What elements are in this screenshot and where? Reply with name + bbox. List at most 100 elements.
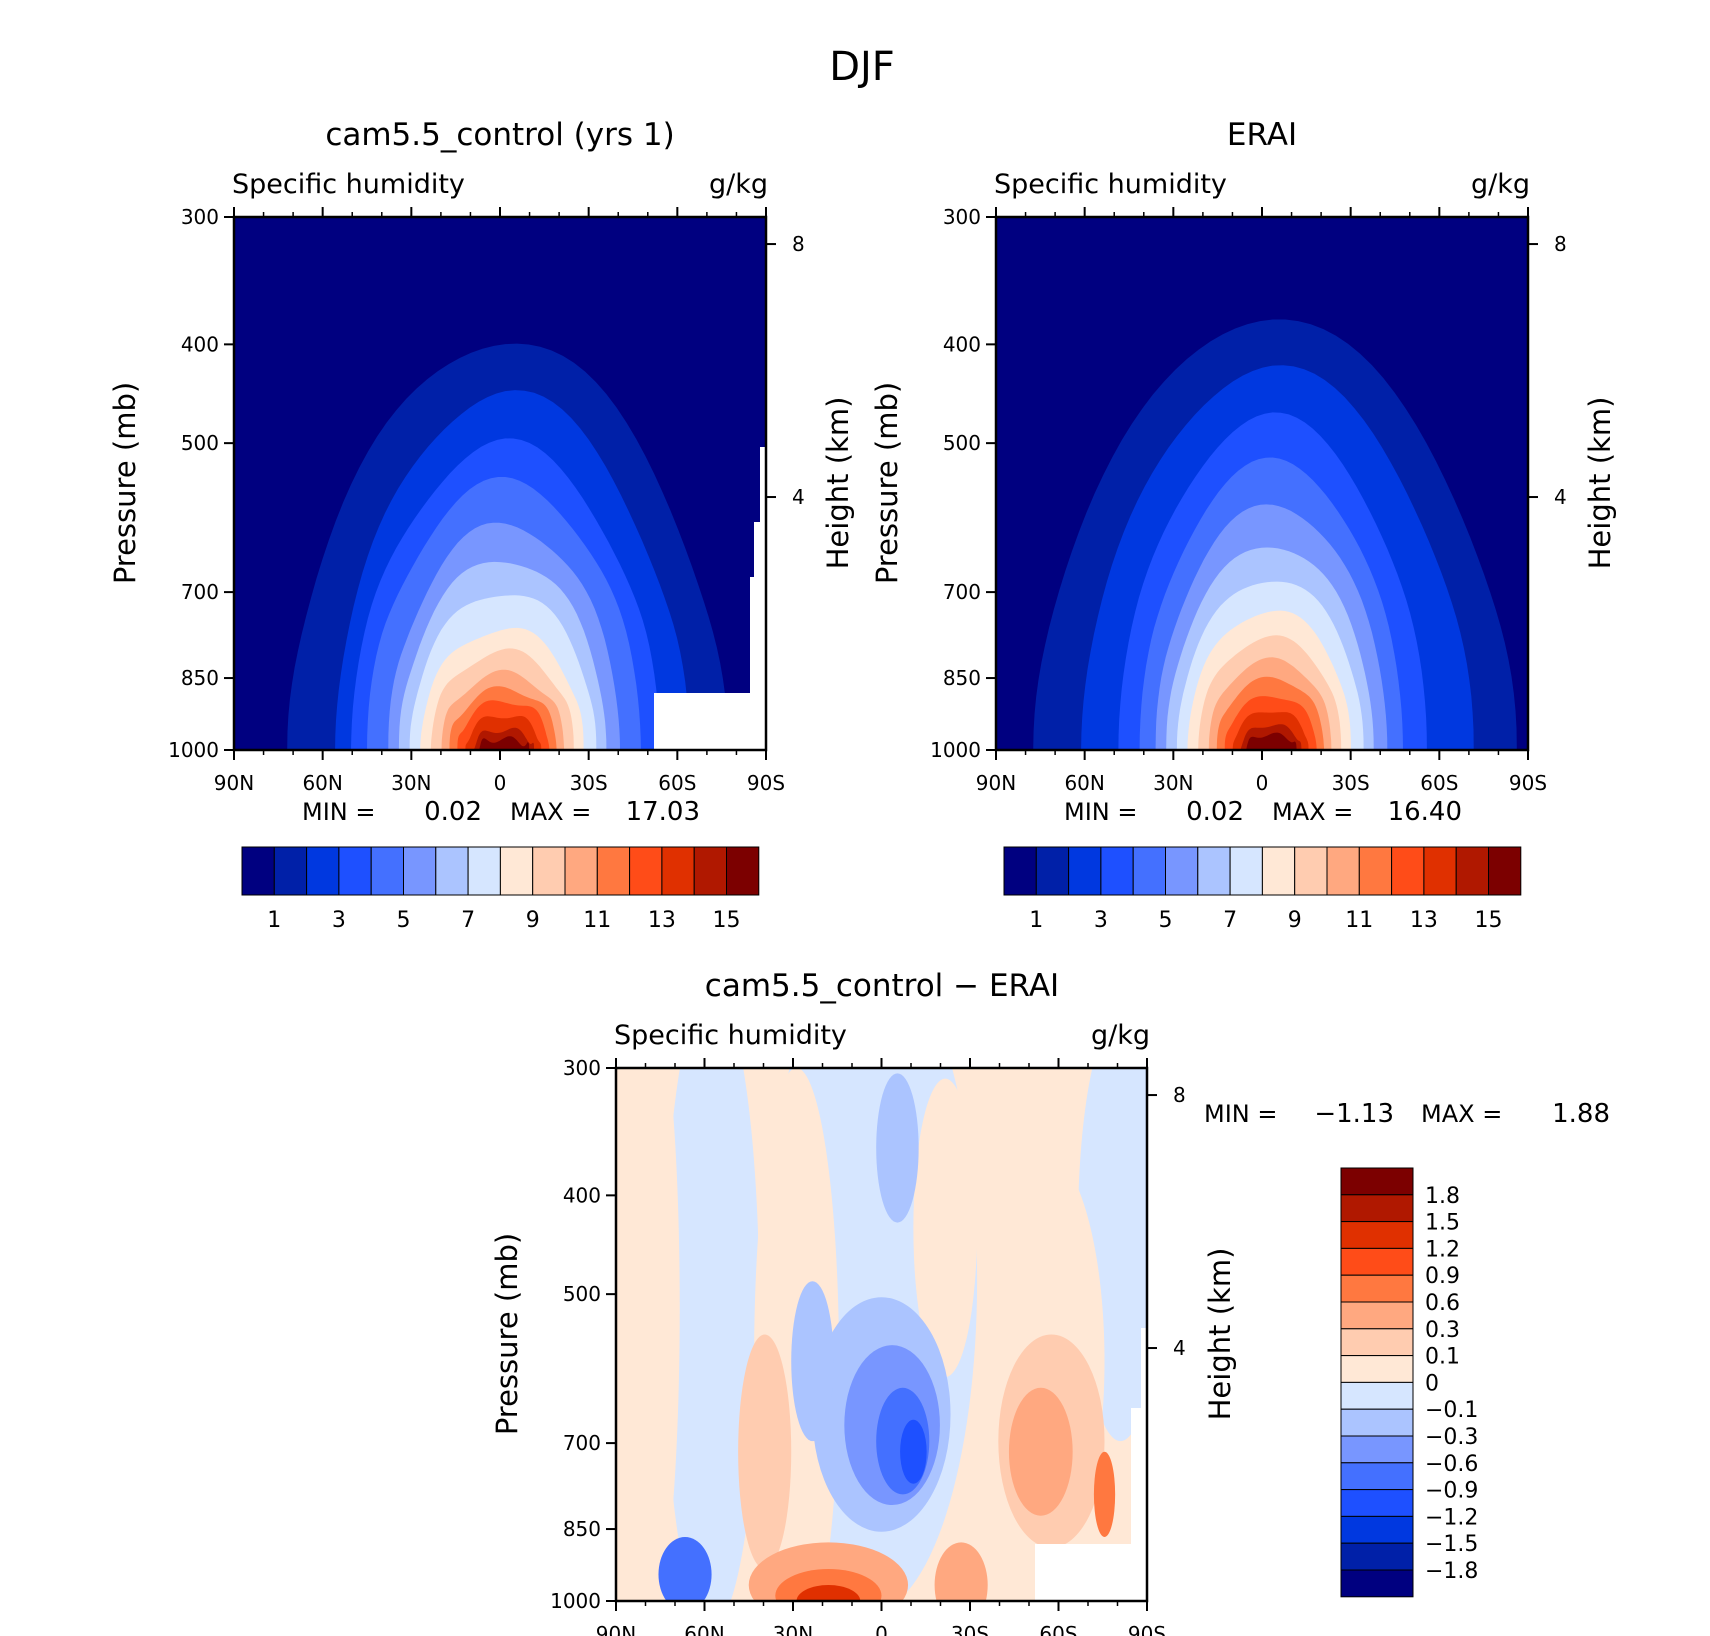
colorbar-label: 0.9 [1425,1264,1460,1289]
colorbar-label: −0.9 [1425,1479,1478,1504]
y-tick-label: 1000 [550,1589,601,1613]
left-title: Specific humidity [614,1020,847,1051]
colorbar-label: 0.3 [1425,1318,1460,1343]
min-label: MIN = [1064,798,1137,826]
x-tick-label: 90N [214,771,254,795]
x-tick-label: 0 [494,771,507,795]
axes: 90N 60N 30N 0 30S 60S 90S 300 400 500 700 850 1000 8 4 [550,1056,1186,1636]
colorbar-label: 15 [1475,908,1503,933]
y-tick-label: 1000 [930,738,981,762]
colorbar-box [564,846,598,896]
colorbar-box [661,846,695,896]
units-label: g/kg [1471,169,1530,200]
colorbar-label: 15 [713,908,741,933]
x-tick-label: 30N [391,771,431,795]
y-tick-label: 850 [181,666,219,690]
colorbar-box [1229,846,1263,896]
diff-blob [913,1078,978,1378]
units-label: g/kg [709,169,768,200]
x-tick-label: 60N [302,771,342,795]
colorbar-label: −0.6 [1425,1452,1478,1477]
colorbar-box [629,846,663,896]
y-tick-label: 500 [181,431,219,455]
colorbar-box [1068,846,1102,896]
diff-blob [934,1542,988,1601]
colorbar-label: −1.2 [1425,1505,1478,1530]
x-tick-label: 90S [1128,1622,1166,1636]
colorbar-box [1358,846,1393,896]
y-tick-label: 700 [181,580,219,604]
colorbar-box [241,846,275,896]
colorbar-box [1326,846,1360,896]
min-value: −1.13 [1314,1099,1394,1129]
colorbar-label: 0 [1425,1371,1439,1396]
colorbar-label: 5 [397,908,411,933]
colorbar-box [370,846,405,896]
colorbar-label: 0.6 [1425,1291,1460,1316]
colorbar-box [1340,1489,1414,1517]
colorbar-box [1340,1274,1414,1303]
contour-fills [616,1068,1147,1601]
axes: 90N 60N 30N 0 30S 60S 90S 300 400 500 700 850 1000 8 4 [930,205,1567,795]
colorbar-label: 1.5 [1425,1211,1460,1236]
colorbar-box [1340,1328,1414,1357]
min-label: MIN = [1204,1100,1277,1128]
colorbar-box [1340,1569,1414,1598]
diff-blob [616,1068,680,1601]
max-label: MAX = [1272,798,1353,826]
panel-title: cam5.5_control (yrs 1) [325,117,674,153]
y2-tick-label: 4 [792,485,805,509]
y2-tick-label: 4 [1554,485,1567,509]
y2-axis-label: Height (km) [1203,1248,1237,1421]
missing-data-region [1035,1328,1147,1601]
min-value: 0.02 [424,797,482,827]
max-value: 16.40 [1388,797,1462,827]
colorbar-box [1035,846,1070,896]
x-tick-label: 60S [658,771,696,795]
diff-blob [1093,1451,1116,1538]
colorbar-box [338,846,372,896]
colorbar-box [1340,1381,1414,1410]
colorbar-label: 3 [1094,908,1108,933]
colorbar-label: 13 [1410,908,1438,933]
colorbar-box [1340,1515,1414,1544]
y2-tick-label: 8 [792,232,805,256]
min-label: MIN = [302,798,375,826]
y-tick-label: 400 [943,332,981,356]
colorbar-box [726,846,760,896]
colorbar-box [1455,846,1489,896]
y-axis-label: Pressure (mb) [490,1233,524,1435]
colorbar-box [403,846,437,896]
colorbar-box [1197,846,1231,896]
x-tick-label: 30N [1153,771,1193,795]
colorbar-box [1488,846,1522,896]
colorbar-label: 11 [583,908,611,933]
colorbar-box [1340,1301,1414,1330]
max-label: MAX = [1421,1100,1502,1128]
axes: 90N 60N 30N 0 30S 60S 90S 300 400 500 700 850 1000 8 4 [168,205,805,795]
colorbar-label: 13 [648,908,676,933]
panel-reanalysis: ERAI Specific humidity g/kg 90N 60N 30N 0 30… [870,117,1617,933]
colorbar-box [693,846,728,896]
colorbar-box [273,846,308,896]
colorbar-box [532,846,566,896]
colorbar-box [306,846,340,896]
contour-fills [1033,319,1517,750]
x-tick-label: 0 [875,1622,888,1636]
plot-area [234,217,766,750]
panel-title: ERAI [1227,117,1297,153]
contour-band [1246,732,1297,750]
diff-blob [1008,1387,1073,1516]
colorbar-box [499,846,534,896]
colorbar-box [1132,846,1166,896]
colorbar: 1 3 5 7 9 11 13 15 [1003,846,1522,933]
y2-axis-label: Height (km) [1583,397,1617,570]
colorbar: 1 3 5 7 9 11 13 15 [241,846,760,933]
x-tick-label: 90S [747,771,785,795]
panel-title: cam5.5_control − ERAI [705,968,1059,1004]
colorbar-label: −0.3 [1425,1425,1478,1450]
units-label: g/kg [1091,1020,1150,1051]
colorbar-label: −1.5 [1425,1532,1478,1557]
y-tick-label: 300 [181,205,219,229]
